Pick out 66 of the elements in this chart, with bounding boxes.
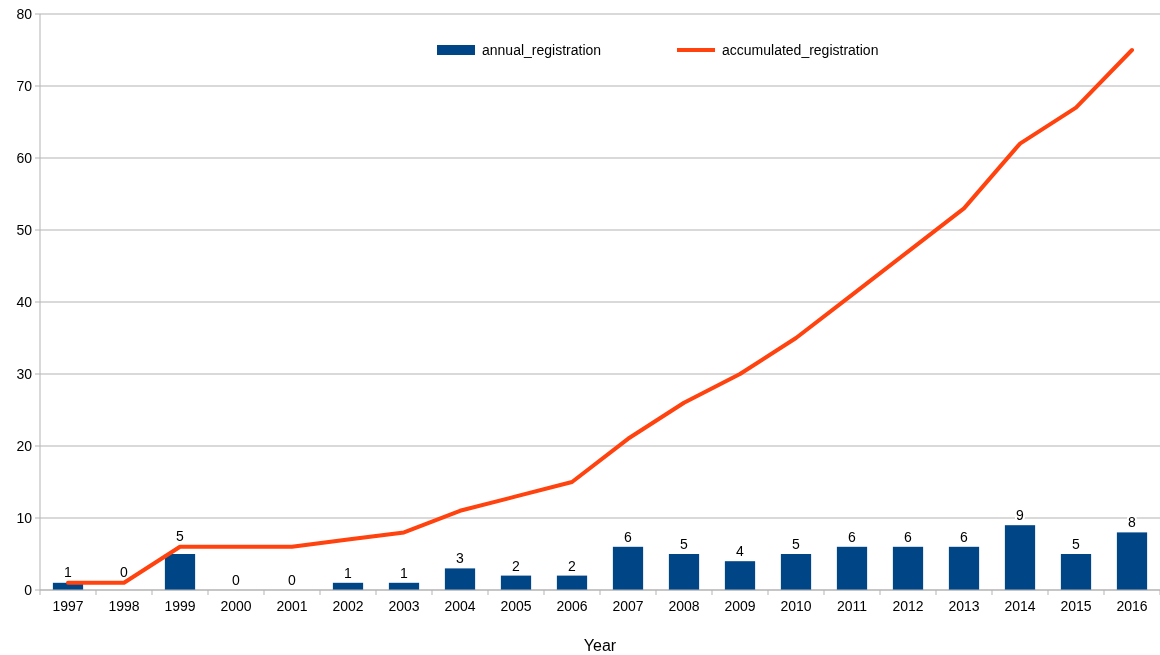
bar [836, 546, 868, 590]
data-label: 6 [624, 528, 633, 545]
data-label: 6 [848, 528, 857, 545]
bar [1004, 525, 1036, 590]
y-tick-label: 30 [16, 365, 33, 382]
data-label: 6 [904, 528, 913, 545]
data-label: 1 [344, 564, 353, 581]
data-label: 6 [960, 528, 969, 545]
x-tick-label: 2016 [1116, 598, 1148, 614]
data-label: 8 [1128, 514, 1137, 531]
bar [948, 546, 980, 590]
y-tick-label: 50 [16, 221, 33, 238]
x-tick-label: 2012 [892, 598, 924, 614]
data-label: 0 [288, 572, 297, 588]
y-tick-label: 0 [24, 581, 33, 598]
x-tick-label: 2002 [332, 598, 364, 614]
x-tick-label: 2009 [724, 598, 756, 614]
bar [1060, 554, 1092, 590]
bar [556, 575, 588, 590]
x-tick-label: 2010 [780, 598, 812, 614]
data-label: 5 [1072, 536, 1081, 552]
data-label: 1 [400, 564, 409, 581]
data-label: 3 [456, 550, 465, 567]
x-tick-label: 2001 [276, 598, 308, 614]
legend-label: accumulated_registration [722, 41, 879, 58]
bar [892, 546, 924, 590]
bar [612, 546, 644, 590]
x-tick-label: 2013 [948, 598, 980, 614]
x-axis-title: Year [583, 637, 617, 654]
data-label: 5 [176, 527, 185, 544]
y-tick-label: 20 [16, 437, 33, 454]
bar [668, 554, 700, 590]
x-tick-label: 2014 [1004, 598, 1036, 614]
x-tick-label: 2011 [836, 598, 868, 614]
bar [164, 554, 196, 590]
legend-label: annual_registration [482, 41, 602, 58]
y-tick-label: 40 [16, 293, 33, 310]
x-tick-label: 2006 [556, 598, 588, 614]
y-tick-label: 70 [16, 77, 33, 94]
data-label: 2 [568, 557, 577, 574]
y-tick-label: 60 [16, 149, 33, 166]
x-tick-label: 2005 [500, 598, 532, 614]
x-tick-label: 1999 [164, 598, 196, 614]
x-tick-label: 2008 [668, 598, 700, 614]
bar [1116, 532, 1148, 590]
x-tick-label: 2015 [1060, 598, 1092, 614]
x-tick-label: 2003 [388, 598, 420, 614]
data-label: 5 [680, 536, 689, 552]
y-tick-label: 80 [16, 5, 33, 22]
x-tick-label: 2000 [220, 598, 252, 614]
data-label: 4 [736, 543, 745, 560]
x-tick-label: 2004 [444, 598, 476, 614]
data-label: 5 [792, 536, 801, 552]
data-label: 2 [512, 557, 521, 574]
x-tick-label: 2007 [612, 598, 644, 614]
y-tick-label: 10 [16, 509, 33, 526]
data-label: 1 [64, 563, 73, 580]
data-label: 0 [232, 572, 241, 588]
bar [500, 575, 532, 590]
data-label: 9 [1016, 507, 1025, 524]
data-label: 0 [120, 563, 129, 580]
x-tick-label: 1998 [108, 598, 140, 614]
bar [780, 554, 812, 590]
bar [724, 561, 756, 590]
x-tick-label: 1997 [52, 598, 84, 614]
bar [444, 568, 476, 590]
